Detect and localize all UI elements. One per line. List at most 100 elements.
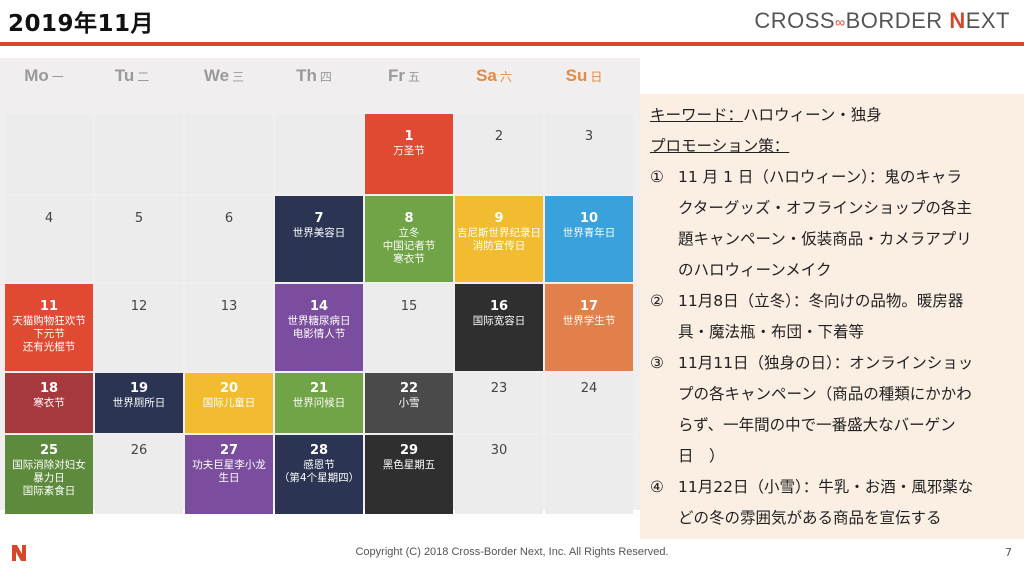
- calendar-day-25: 25 国际消除对妇女 暴力日 国际素食日: [5, 435, 93, 514]
- day-number: 4: [44, 211, 54, 226]
- calendar-empty-cell: [545, 435, 633, 514]
- day-event: 感恩节: [303, 459, 335, 471]
- calendar-grid: 1 万圣节 2 3 4 5 6 7 世界美容日 8 立冬 中国记者节 寒衣节 9 吉尼斯世界纪录日 消防宣传日…: [5, 114, 633, 514]
- weekday-wed: We 三: [203, 66, 245, 85]
- promo-item-text: のハロウィーンメイク: [678, 261, 832, 279]
- day-event: 万圣节: [393, 145, 425, 157]
- calendar-empty-cell: [275, 114, 363, 194]
- weekday-sat: Sa 六: [476, 66, 512, 85]
- day-event: 消防宣传日: [472, 240, 526, 252]
- day-event: 小雪: [398, 397, 420, 409]
- calendar-day-27: 27 功夫巨星李小龙 生日: [185, 435, 273, 514]
- page-title: 2019年11月: [8, 11, 155, 37]
- calendar-day-5: 5: [95, 196, 183, 282]
- calendar-day-2: 2: [455, 114, 543, 194]
- day-number: 24: [580, 381, 598, 396]
- day-number: 5: [134, 211, 144, 226]
- page-number: 7: [1005, 546, 1012, 559]
- calendar-day-9: 9 吉尼斯世界纪录日 消防宣传日: [455, 196, 543, 282]
- promotion-panel: キーワード：ハロウィーン・独身 プロモーション策： ① 11 月 1 日（ハロウィ…: [640, 94, 1024, 539]
- day-number: 3: [584, 129, 594, 144]
- promo-item-number: ④: [650, 478, 664, 496]
- day-number: 2: [494, 129, 504, 144]
- day-number: 26: [130, 443, 148, 458]
- day-event: （第4个星期四）: [278, 472, 360, 484]
- calendar-day-3: 3: [545, 114, 633, 194]
- promo-item-number: ①: [650, 168, 664, 186]
- calendar-day-29: 29 黑色星期五: [365, 435, 453, 514]
- weekday-sun: Su 日: [565, 66, 603, 85]
- calendar-day-13: 13: [185, 284, 273, 371]
- promo-item-text: 日 ）: [678, 447, 725, 465]
- brand-n: N: [949, 8, 966, 33]
- promo-item-number: ②: [650, 292, 664, 310]
- day-number: 8: [404, 211, 414, 226]
- brand-logo: CROSS∞BORDER NEXT: [754, 8, 1010, 34]
- header-divider: [0, 42, 1024, 46]
- promo-item-text: 具・魔法瓶・布団・下着等: [678, 323, 865, 341]
- day-event: 世界厕所日: [112, 397, 166, 409]
- calendar-day-19: 19 世界厕所日: [95, 373, 183, 433]
- day-event: 下元节: [33, 328, 65, 340]
- calendar-day-23: 23: [455, 373, 543, 433]
- day-number: 7: [314, 211, 324, 226]
- calendar-day-26: 26: [95, 435, 183, 514]
- weekday-thu: Th 四: [296, 66, 332, 85]
- day-event: 寒衣节: [33, 397, 65, 409]
- day-number: 20: [219, 381, 239, 396]
- day-number: 30: [490, 443, 508, 458]
- day-event: 生日: [218, 472, 240, 484]
- brand-part2: BORDER: [845, 8, 943, 33]
- day-event: 世界糖尿病日: [287, 315, 351, 327]
- calendar-day-7: 7 世界美容日: [275, 196, 363, 282]
- promo-item-text: らず、一年間の中で一番盛大なバーゲン: [678, 416, 956, 434]
- day-number: 16: [489, 299, 509, 314]
- brand-part3: EXT: [965, 8, 1010, 33]
- calendar-day-1: 1 万圣节: [365, 114, 453, 194]
- brand-part1: CROSS: [754, 8, 836, 33]
- calendar-day-6: 6: [185, 196, 273, 282]
- day-number: 15: [400, 299, 418, 314]
- promo-item: ③ 11月11日（独身の日）：オンラインショッ プの各キャンペーン（商品の種類にかか…: [650, 348, 1014, 472]
- day-event: 国际素食日: [22, 485, 76, 497]
- promo-list: ① 11 月 1 日（ハロウィーン）：鬼のキャラ クターグッズ・オフラインショップの…: [650, 162, 1014, 534]
- promo-item: ① 11 月 1 日（ハロウィーン）：鬼のキャラ クターグッズ・オフラインショップの…: [650, 162, 1014, 286]
- weekday-tue: Tu 二: [114, 66, 150, 85]
- promo-item-text: 11月22日（小雪）：牛乳・お酒・風邪薬な: [678, 478, 974, 496]
- day-event: 国际儿童日: [202, 397, 256, 409]
- keyword-line: キーワード：ハロウィーン・独身: [650, 100, 1014, 131]
- calendar-day-28: 28 感恩节 （第4个星期四）: [275, 435, 363, 514]
- keyword-label: キーワード：: [650, 106, 744, 124]
- calendar-day-12: 12: [95, 284, 183, 371]
- day-event: 暴力日: [33, 472, 65, 484]
- calendar-day-14: 14 世界糖尿病日 电影情人节: [275, 284, 363, 371]
- promo-item-text: 11月8日（立冬）：冬向けの品物。暖房器: [678, 292, 964, 310]
- day-number: 9: [494, 211, 504, 226]
- day-number: 18: [39, 381, 59, 396]
- day-event: 天猫购物狂欢节: [12, 315, 86, 327]
- day-event: 功夫巨星李小龙: [192, 459, 266, 471]
- day-event: 电影情人节: [292, 328, 346, 340]
- day-event: 黑色星期五: [382, 459, 436, 471]
- day-event: 世界问候日: [292, 397, 346, 409]
- calendar-day-4: 4: [5, 196, 93, 282]
- keyword-value: ハロウィーン・独身: [743, 106, 882, 124]
- day-number: 10: [579, 211, 599, 226]
- promo-line: プロモーション策：: [650, 131, 1014, 162]
- day-number: 28: [309, 443, 329, 458]
- promo-item-text: 題キャンペーン・仮装商品・カメラアプリ: [678, 230, 972, 248]
- day-event: 世界学生节: [562, 315, 616, 327]
- day-event: 中国记者节: [382, 240, 436, 252]
- day-event: 世界青年日: [562, 227, 616, 239]
- day-number: 27: [219, 443, 239, 458]
- day-event: 寒衣节: [393, 253, 425, 265]
- day-number: 25: [39, 443, 59, 458]
- calendar-day-24: 24: [545, 373, 633, 433]
- day-number: 19: [129, 381, 149, 396]
- promo-item: ④ 11月22日（小雪）：牛乳・お酒・風邪薬な どの冬の雰囲気がある商品を宣伝する: [650, 472, 1014, 534]
- promo-item-text: 11月11日（独身の日）：オンラインショッ: [678, 354, 974, 372]
- calendar-day-11: 11 天猫购物狂欢节 下元节 还有光棍节: [5, 284, 93, 371]
- day-number: 23: [490, 381, 508, 396]
- day-event: 国际消除对妇女: [12, 459, 86, 471]
- day-number: 12: [130, 299, 148, 314]
